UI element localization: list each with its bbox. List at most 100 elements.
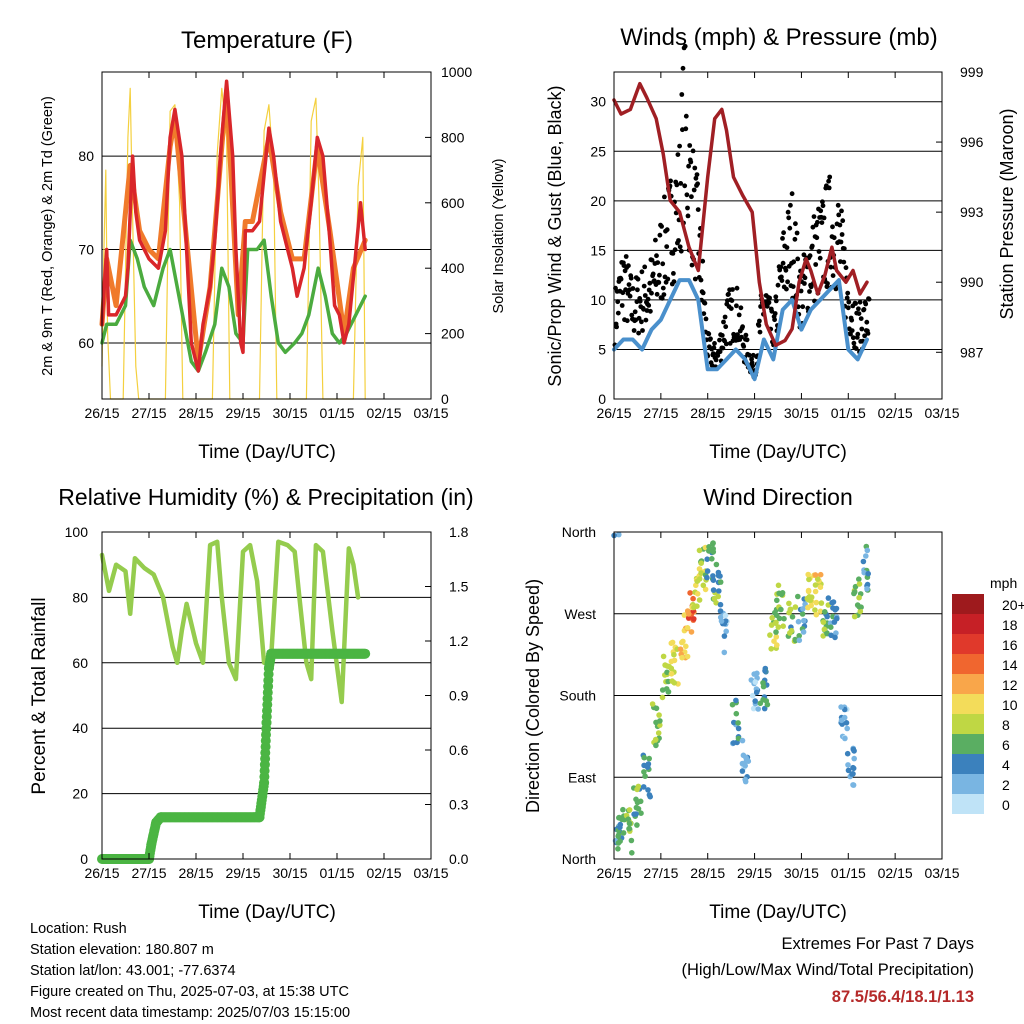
- gust-point: [637, 298, 643, 304]
- temperature-left-tick-label: 70: [78, 242, 94, 258]
- direction-point: [694, 591, 701, 597]
- gust-point: [668, 178, 673, 184]
- temperature-x-tick-label: 29/15: [225, 405, 260, 421]
- humidity-x-tick-label: 29/15: [225, 865, 260, 881]
- direction-point: [735, 725, 742, 732]
- direction-x-tick-label: 03/15: [924, 865, 959, 881]
- gust-point: [619, 303, 625, 308]
- winds-left-tick-label: 15: [590, 242, 606, 258]
- direction-point: [825, 595, 832, 601]
- gust-point: [702, 300, 708, 306]
- direction-title: Wind Direction: [703, 484, 853, 510]
- direction-point: [702, 586, 709, 593]
- gust-point: [819, 220, 825, 226]
- wind-speed-line: [612, 278, 869, 382]
- winds-panel: Winds (mph) & Pressure (mb) 0 5 10 15 20 25 30…: [545, 24, 1017, 463]
- direction-point: [716, 588, 722, 594]
- gust-point: [729, 298, 735, 303]
- footer-latlon: Station lat/lon: 43.001; -77.6374: [30, 963, 236, 979]
- direction-point: [688, 629, 695, 635]
- speed-legend-title: mph: [990, 575, 1017, 591]
- gust-point: [635, 287, 640, 293]
- direction-point: [742, 776, 748, 783]
- direction-point: [696, 566, 703, 572]
- gust-point: [830, 224, 835, 230]
- gust-point: [664, 227, 670, 233]
- speed-legend-swatch: [952, 754, 984, 774]
- direction-point: [833, 630, 839, 636]
- direction-panel: Wind Direction North East South West North 2…: [523, 484, 1024, 923]
- direction-x-axis-label: Time (Day/UTC): [709, 902, 847, 923]
- gust-point: [849, 328, 855, 333]
- winds-x-tick-label: 28/15: [690, 405, 725, 421]
- direction-point: [656, 712, 662, 718]
- temperature-x-axis-label: Time (Day/UTC): [198, 442, 336, 463]
- direction-point: [838, 717, 845, 724]
- direction-point: [813, 611, 820, 618]
- direction-point: [690, 595, 696, 602]
- direction-point: [679, 639, 685, 646]
- gust-point: [682, 183, 688, 189]
- humidity-right-tick-label: 0.9: [449, 688, 469, 704]
- gust-point: [655, 260, 661, 265]
- gust-point: [790, 284, 796, 289]
- direction-point: [788, 627, 795, 634]
- direction-point: [769, 615, 775, 621]
- gust-point: [844, 295, 850, 301]
- gust-point: [740, 324, 745, 330]
- gust-point: [813, 262, 819, 267]
- gust-point: [863, 301, 869, 307]
- speed-legend-label: 20+: [1002, 597, 1024, 613]
- direction-point: [710, 577, 717, 583]
- gust-point: [865, 331, 871, 336]
- gust-point: [794, 230, 800, 236]
- gust-point: [738, 305, 744, 311]
- gust-point: [830, 273, 836, 278]
- gust-point: [623, 287, 628, 293]
- direction-x-ticks: 26/15 27/15 28/15 29/15 30/15 01/15 02/15 03/15: [596, 532, 960, 881]
- speed-legend-swatch: [952, 734, 984, 754]
- gust-point: [744, 337, 750, 343]
- direction-point: [817, 571, 824, 578]
- direction-point: [706, 548, 712, 554]
- direction-point: [631, 811, 637, 817]
- direction-point: [660, 653, 667, 660]
- temperature-x-tick-label: 02/15: [366, 405, 401, 421]
- gust-point: [821, 215, 827, 221]
- temperature-left-tick-label: 60: [78, 335, 94, 351]
- extremes-title: Extremes For Past 7 Days: [781, 935, 974, 953]
- direction-left-tick-label: West: [564, 606, 596, 622]
- direction-point: [615, 846, 621, 852]
- gust-point: [654, 253, 659, 259]
- gust-point: [843, 265, 849, 271]
- direction-point: [812, 572, 819, 578]
- gust-point: [837, 222, 843, 228]
- gust-point: [841, 246, 847, 252]
- direction-left-tick-label: South: [559, 688, 596, 704]
- gust-point: [809, 243, 815, 249]
- gust-point: [789, 191, 795, 197]
- gust-point: [700, 258, 706, 264]
- temperature-left-tick-label: 80: [78, 148, 94, 164]
- direction-point: [730, 740, 737, 746]
- direction-point: [635, 806, 642, 812]
- winds-left-tick-label: 0: [598, 391, 606, 407]
- gust-point: [692, 276, 698, 282]
- direction-point: [842, 735, 848, 742]
- direction-point: [634, 786, 640, 793]
- direction-point: [629, 850, 635, 856]
- direction-point: [808, 602, 814, 609]
- gust-point: [853, 346, 859, 351]
- direction-left-tick-label: North: [562, 851, 596, 867]
- temperature-left-ticks: 60 70 80: [78, 148, 94, 351]
- direction-point: [739, 760, 746, 767]
- speed-legend-swatch: [952, 614, 984, 634]
- gust-point: [615, 310, 621, 316]
- direction-point: [789, 614, 796, 620]
- footer-location: Location: Rush: [30, 921, 127, 937]
- gust-point: [767, 295, 772, 301]
- gust-point: [840, 218, 846, 224]
- gust-point: [783, 267, 789, 273]
- direction-point: [731, 719, 737, 726]
- direction-point: [820, 619, 827, 625]
